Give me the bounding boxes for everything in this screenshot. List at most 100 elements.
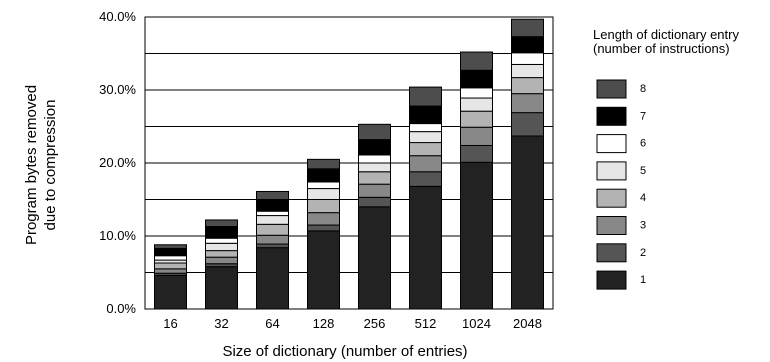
y-axis-ticks: 0.0% 10.0% 20.0% 30.0% 40.0% xyxy=(99,9,136,316)
x-tick-label: 256 xyxy=(364,316,386,331)
legend-label-3: 3 xyxy=(640,220,646,232)
bars xyxy=(154,18,544,310)
bar-segment-2 xyxy=(307,224,340,232)
x-tick-label: 16 xyxy=(163,316,177,331)
bar-segment-4 xyxy=(511,77,544,95)
bar-segment-1 xyxy=(511,135,544,310)
legend-label-1: 1 xyxy=(640,274,646,286)
bar-segment-4 xyxy=(154,262,187,270)
bar-segment-6 xyxy=(409,123,442,133)
x-tick-label: 32 xyxy=(214,316,228,331)
y-tick-label: 10.0% xyxy=(99,228,136,243)
x-axis-title: Size of dictionary (number of entries) xyxy=(222,343,467,360)
x-tick-label: 1024 xyxy=(462,316,491,331)
legend-swatch-5 xyxy=(596,161,627,181)
bar-segment-8 xyxy=(205,219,238,228)
y-tick-label: 30.0% xyxy=(99,82,136,97)
bar-segment-3 xyxy=(409,155,442,173)
bar-segment-5 xyxy=(205,242,238,252)
legend-label-6: 6 xyxy=(640,138,646,150)
bar-segment-3 xyxy=(205,256,238,265)
y-axis-title: Program bytes removed due to compression xyxy=(23,85,59,245)
bar-segment-1 xyxy=(205,266,238,310)
bar-segment-2 xyxy=(409,171,442,187)
bar-segment-3 xyxy=(154,268,187,274)
bar-segment-8 xyxy=(307,158,340,170)
legend-swatch-3 xyxy=(596,216,627,235)
legend-swatch-1 xyxy=(596,270,627,290)
x-tick-label: 512 xyxy=(415,316,437,331)
bar-segment-1 xyxy=(358,206,391,310)
bar-segment-4 xyxy=(409,142,442,157)
bar-segment-6 xyxy=(460,87,493,99)
plot-area-frame xyxy=(144,16,554,310)
bar-segment-8 xyxy=(256,190,289,201)
legend-label-8: 8 xyxy=(640,83,646,95)
bar-segment-7 xyxy=(460,69,493,89)
bar-segment-8 xyxy=(154,244,187,249)
bar-segment-6 xyxy=(307,181,340,190)
y-tick-label: 0.0% xyxy=(106,301,136,316)
legend: Length of dictionary entry(number of ins… xyxy=(593,27,739,290)
bar-segment-5 xyxy=(409,131,442,144)
legend-swatch-2 xyxy=(596,243,627,263)
bar-segment-1 xyxy=(154,274,187,310)
bar-segment-4 xyxy=(460,110,493,128)
bar-segment-3 xyxy=(256,234,289,245)
legend-swatch-4 xyxy=(596,188,627,208)
bar-segment-8 xyxy=(409,86,442,107)
bar-segment-6 xyxy=(256,210,289,217)
legend-swatch-8 xyxy=(596,79,627,99)
y-axis-title-line: Program bytes removed xyxy=(23,85,40,245)
bar-segment-6 xyxy=(205,237,238,244)
legend-label-2: 2 xyxy=(640,247,646,259)
y-tick-label: 20.0% xyxy=(99,155,136,170)
legend-title: Length of dictionary entry xyxy=(593,27,739,42)
bar-segment-3 xyxy=(307,212,340,226)
y-tick-label: 40.0% xyxy=(99,9,136,24)
bar-segment-4 xyxy=(307,199,340,214)
bar-segment-4 xyxy=(256,223,289,236)
bar-segment-6 xyxy=(511,52,544,65)
bar-segment-1 xyxy=(256,247,289,310)
bar-segment-2 xyxy=(511,112,544,137)
bar-segment-2 xyxy=(256,243,289,249)
bar-segment-4 xyxy=(205,250,238,258)
legend-swatch-6 xyxy=(596,134,627,154)
bar-segment-3 xyxy=(511,93,544,114)
legend-swatch-7 xyxy=(596,106,627,126)
bar-segment-7 xyxy=(205,226,238,239)
x-axis-ticks: 16 32 64 128 256 512 1024 2048 xyxy=(163,316,542,331)
x-tick-label: 64 xyxy=(265,316,279,331)
bar-segment-1 xyxy=(460,161,493,310)
bar-segment-8 xyxy=(460,51,493,71)
bar-segment-7 xyxy=(409,105,442,125)
bar-segment-7 xyxy=(307,168,340,183)
bar-segment-3 xyxy=(460,126,493,146)
x-tick-label: 128 xyxy=(313,316,335,331)
x-tick-label: 2048 xyxy=(513,316,542,331)
bar-segment-1 xyxy=(409,185,442,310)
bar-segment-8 xyxy=(358,123,391,141)
bar-segment-7 xyxy=(511,36,544,54)
bar-segment-5 xyxy=(460,97,493,112)
bar-segment-8 xyxy=(511,18,544,38)
bar-segment-5 xyxy=(358,162,391,173)
y-axis-title-line: due to compression xyxy=(42,100,59,231)
bar-segment-5 xyxy=(511,63,544,79)
bar-segment-2 xyxy=(358,196,391,208)
bar-segment-6 xyxy=(358,154,391,164)
legend-title: (number of instructions) xyxy=(593,41,730,56)
legend-label-7: 7 xyxy=(640,110,646,122)
bar-segment-3 xyxy=(358,183,391,198)
bar-segment-4 xyxy=(358,171,391,185)
legend-label-5: 5 xyxy=(640,165,646,177)
bar-segment-7 xyxy=(256,199,289,212)
bar-segment-7 xyxy=(154,247,187,257)
bar-segment-6 xyxy=(154,255,187,261)
bar-segment-5 xyxy=(307,188,340,201)
legend-label-4: 4 xyxy=(640,192,646,204)
bar-segment-7 xyxy=(358,139,391,156)
bar-segment-2 xyxy=(460,144,493,163)
